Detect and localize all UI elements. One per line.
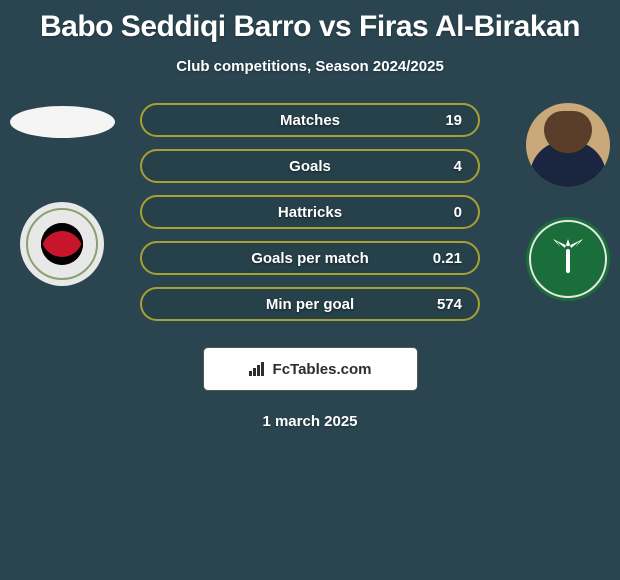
stat-label: Goals per match [142, 250, 478, 267]
left-column [10, 103, 115, 286]
stat-label: Goals [142, 158, 478, 175]
player-right-avatar [526, 103, 610, 187]
main-row: Matches 19 Goals 4 Hattricks 0 Goals per… [0, 103, 620, 321]
page-subtitle: Club competitions, Season 2024/2025 [0, 58, 620, 75]
date-label: 1 march 2025 [0, 413, 620, 430]
stat-value: 0.21 [433, 250, 462, 267]
stat-label: Matches [142, 112, 478, 129]
team-right-emblem [553, 241, 583, 277]
team-left-logo [20, 202, 104, 286]
stat-row-goals: Goals 4 [140, 149, 480, 183]
stat-row-goals-per-match: Goals per match 0.21 [140, 241, 480, 275]
stat-label: Hattricks [142, 204, 478, 221]
page-title: Babo Seddiqi Barro vs Firas Al-Birakan [0, 10, 620, 44]
stat-value: 19 [445, 112, 462, 129]
stat-value: 574 [437, 296, 462, 313]
stat-row-hattricks: Hattricks 0 [140, 195, 480, 229]
stat-value: 0 [454, 204, 462, 221]
branding-card[interactable]: FcTables.com [203, 347, 418, 391]
comparison-card: Babo Seddiqi Barro vs Firas Al-Birakan C… [0, 0, 620, 430]
stat-row-min-per-goal: Min per goal 574 [140, 287, 480, 321]
stat-row-matches: Matches 19 [140, 103, 480, 137]
team-right-logo [526, 217, 610, 301]
team-left-emblem [41, 223, 83, 265]
stat-bars: Matches 19 Goals 4 Hattricks 0 Goals per… [140, 103, 480, 321]
stat-label: Min per goal [142, 296, 478, 313]
chart-icon [249, 362, 267, 376]
branding-text: FcTables.com [273, 361, 372, 378]
right-column [526, 103, 610, 301]
stat-value: 4 [454, 158, 462, 175]
player-left-avatar [10, 106, 115, 138]
